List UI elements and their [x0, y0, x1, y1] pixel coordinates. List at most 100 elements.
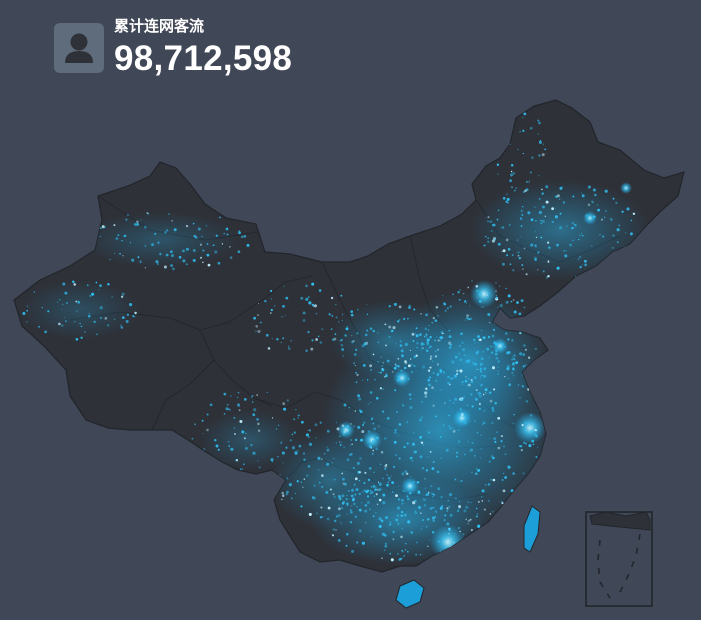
- heat-dot: [454, 397, 458, 401]
- heat-dot: [496, 218, 499, 221]
- heat-dot: [347, 429, 349, 432]
- heat-dot: [349, 444, 351, 446]
- heat-dot: [478, 300, 482, 303]
- heat-dot: [528, 444, 532, 448]
- heat-dot: [239, 419, 243, 424]
- heat-dot: [518, 444, 522, 448]
- heat-dot: [540, 236, 543, 239]
- heat-dot: [544, 215, 546, 217]
- heat-dot: [215, 444, 219, 448]
- heat-dot: [381, 477, 385, 480]
- heat-dot: [355, 381, 358, 384]
- heat-dot: [544, 148, 547, 151]
- heat-dot: [512, 362, 515, 365]
- heat-dot: [612, 197, 615, 200]
- heat-dot: [286, 477, 289, 480]
- heat-dot: [302, 311, 306, 315]
- heat-dot: [526, 487, 528, 489]
- heat-dot: [420, 313, 422, 315]
- heat-dot: [597, 208, 600, 212]
- heat-dot: [414, 510, 417, 512]
- heat-dot: [523, 247, 526, 250]
- heat-dot: [507, 351, 510, 354]
- heat-dot: [468, 318, 471, 321]
- heat-dot: [477, 392, 481, 395]
- heat-dot: [500, 435, 503, 438]
- heat-dot: [335, 304, 337, 306]
- heat-dot: [452, 427, 455, 429]
- heat-dot: [164, 231, 167, 234]
- heat-dot: [113, 253, 115, 255]
- heat-dot: [316, 512, 318, 515]
- heat-dot: [193, 234, 197, 238]
- heat-dot: [244, 446, 248, 450]
- heat-dot: [491, 223, 495, 227]
- heat-dot: [317, 456, 321, 460]
- heat-dot: [381, 365, 384, 367]
- heat-dot: [513, 413, 515, 416]
- heat-dot: [479, 362, 483, 366]
- heat-dot: [479, 392, 482, 395]
- heat-dot: [473, 376, 477, 379]
- heat-dot: [151, 243, 154, 247]
- heat-dot: [226, 403, 229, 406]
- heat-dot: [404, 470, 408, 474]
- heat-dot: [170, 250, 173, 254]
- heat-dot: [535, 481, 538, 483]
- heat-dot: [363, 489, 366, 492]
- heat-dot: [339, 435, 341, 438]
- heat-dot: [480, 370, 482, 373]
- heat-dot: [172, 267, 175, 271]
- heat-dot: [333, 478, 336, 481]
- heat-dot: [460, 332, 463, 336]
- heat-dot: [400, 498, 404, 502]
- heat-dot: [345, 327, 349, 331]
- heat-dot: [427, 378, 431, 382]
- heat-dot: [502, 489, 506, 493]
- heat-dot: [270, 458, 274, 462]
- heat-dot: [420, 342, 424, 346]
- heat-dot: [421, 525, 423, 528]
- heat-dot: [401, 549, 403, 552]
- heat-dot: [348, 453, 351, 456]
- heat-dot: [369, 391, 373, 394]
- heat-dot: [467, 377, 470, 380]
- heat-dot: [401, 354, 404, 358]
- heat-dot: [559, 226, 563, 230]
- heat-dot: [461, 381, 464, 383]
- heat-dot: [431, 467, 435, 470]
- heat-dot: [366, 313, 369, 315]
- heat-dot: [454, 355, 458, 359]
- heat-dot: [434, 319, 438, 323]
- heat-dot: [114, 318, 116, 321]
- heat-dot: [339, 498, 342, 501]
- heat-dot: [404, 548, 407, 551]
- heat-dot: [284, 315, 286, 317]
- heat-dot: [373, 471, 375, 473]
- heat-dot: [491, 409, 495, 413]
- heat-dot: [393, 302, 397, 306]
- heat-dot: [483, 508, 486, 511]
- heat-dot: [499, 132, 501, 134]
- heat-dot: [106, 324, 110, 327]
- heat-dot: [353, 483, 356, 486]
- heat-dot: [429, 506, 433, 510]
- heat-dot: [346, 513, 348, 515]
- heat-dot: [335, 442, 337, 444]
- heat-dot: [475, 468, 478, 470]
- heat-dot: [544, 407, 547, 411]
- heat-dot: [202, 432, 204, 434]
- heat-dot: [362, 421, 366, 425]
- heat-dot: [199, 256, 203, 259]
- heat-dot: [493, 388, 496, 391]
- heat-dot: [539, 384, 543, 388]
- heat-dot: [133, 223, 137, 226]
- heat-dot: [534, 370, 537, 373]
- heat-dot: [373, 495, 376, 497]
- heat-dot: [428, 324, 430, 327]
- heat-dot: [481, 496, 483, 498]
- heat-dot: [361, 502, 363, 504]
- heat-dot: [532, 312, 535, 315]
- heat-dot: [512, 299, 515, 301]
- heat-dot: [522, 353, 526, 356]
